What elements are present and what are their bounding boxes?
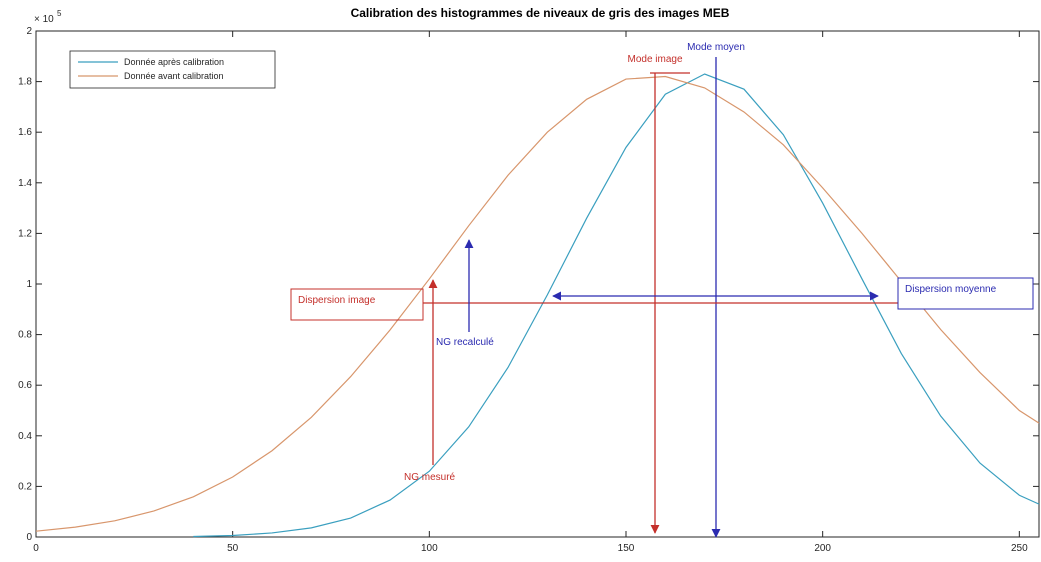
annotation-text: Dispersion image: [298, 295, 376, 306]
x-tick-label: 150: [618, 543, 635, 554]
y-tick-label: 2: [26, 26, 32, 37]
annotation-text: NG recalculé: [436, 337, 494, 348]
annotation-box: [290, 288, 424, 321]
x-tick-label: 100: [421, 543, 438, 554]
legend-label: Donnée après calibration: [124, 57, 224, 67]
data-line: [35, 75, 1040, 532]
chart-title: Calibration des histogrammes de niveaux …: [351, 6, 730, 20]
y-tick-label: 0: [26, 532, 32, 543]
y-multiplier: × 10: [34, 14, 54, 25]
x-tick-label: 250: [1011, 543, 1028, 554]
y-tick-label: 0.2: [18, 481, 32, 492]
data-line: [193, 73, 1040, 538]
annotation-text: Mode moyen: [687, 42, 745, 53]
y-multiplier-exp: 5: [57, 9, 62, 18]
y-tick-label: 1.8: [18, 77, 32, 88]
annotation-text: Mode image: [627, 54, 682, 65]
x-tick-label: 50: [227, 543, 239, 554]
x-tick-label: 0: [33, 543, 39, 554]
y-tick-label: 0.6: [18, 380, 32, 391]
y-tick-label: 1.2: [18, 228, 32, 239]
plot-area: [35, 30, 1040, 538]
y-tick-label: 0.4: [18, 431, 32, 442]
y-tick-label: 1.6: [18, 127, 32, 138]
x-tick-label: 200: [814, 543, 831, 554]
annotation-text: NG mesuré: [404, 472, 456, 483]
y-tick-label: 1: [26, 279, 32, 290]
annotation-text: Dispersion moyenne: [905, 284, 997, 295]
legend-box: [69, 50, 276, 89]
y-tick-label: 1.4: [18, 178, 32, 189]
annotation-box: [897, 277, 1034, 310]
legend-label: Donnée avant calibration: [124, 71, 224, 81]
y-tick-label: 0.8: [18, 330, 32, 341]
